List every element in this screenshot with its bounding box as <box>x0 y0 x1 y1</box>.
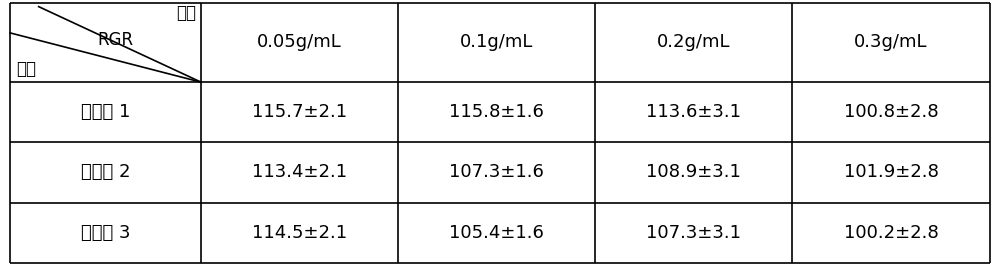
Text: 0.2g/mL: 0.2g/mL <box>657 34 730 51</box>
Text: 105.4±1.6: 105.4±1.6 <box>449 224 544 242</box>
Text: 107.3±1.6: 107.3±1.6 <box>449 164 544 181</box>
Text: 实施例 3: 实施例 3 <box>81 224 130 242</box>
Text: 0.1g/mL: 0.1g/mL <box>460 34 533 51</box>
Text: 100.8±2.8: 100.8±2.8 <box>844 103 938 121</box>
Text: 实施例 1: 实施例 1 <box>81 103 130 121</box>
Text: 115.8±1.6: 115.8±1.6 <box>449 103 544 121</box>
Text: 113.6±3.1: 113.6±3.1 <box>646 103 741 121</box>
Text: 113.4±2.1: 113.4±2.1 <box>252 164 347 181</box>
Text: 实施例 2: 实施例 2 <box>81 164 130 181</box>
Text: 样品: 样品 <box>16 60 36 78</box>
Text: 浓度: 浓度 <box>176 4 196 22</box>
Text: RGR: RGR <box>97 31 134 49</box>
Text: 115.7±2.1: 115.7±2.1 <box>252 103 347 121</box>
Text: 107.3±3.1: 107.3±3.1 <box>646 224 741 242</box>
Text: 101.9±2.8: 101.9±2.8 <box>844 164 938 181</box>
Text: 108.9±3.1: 108.9±3.1 <box>646 164 741 181</box>
Text: 114.5±2.1: 114.5±2.1 <box>252 224 347 242</box>
Text: 100.2±2.8: 100.2±2.8 <box>844 224 938 242</box>
Text: 0.3g/mL: 0.3g/mL <box>854 34 928 51</box>
Text: 0.05g/mL: 0.05g/mL <box>257 34 342 51</box>
